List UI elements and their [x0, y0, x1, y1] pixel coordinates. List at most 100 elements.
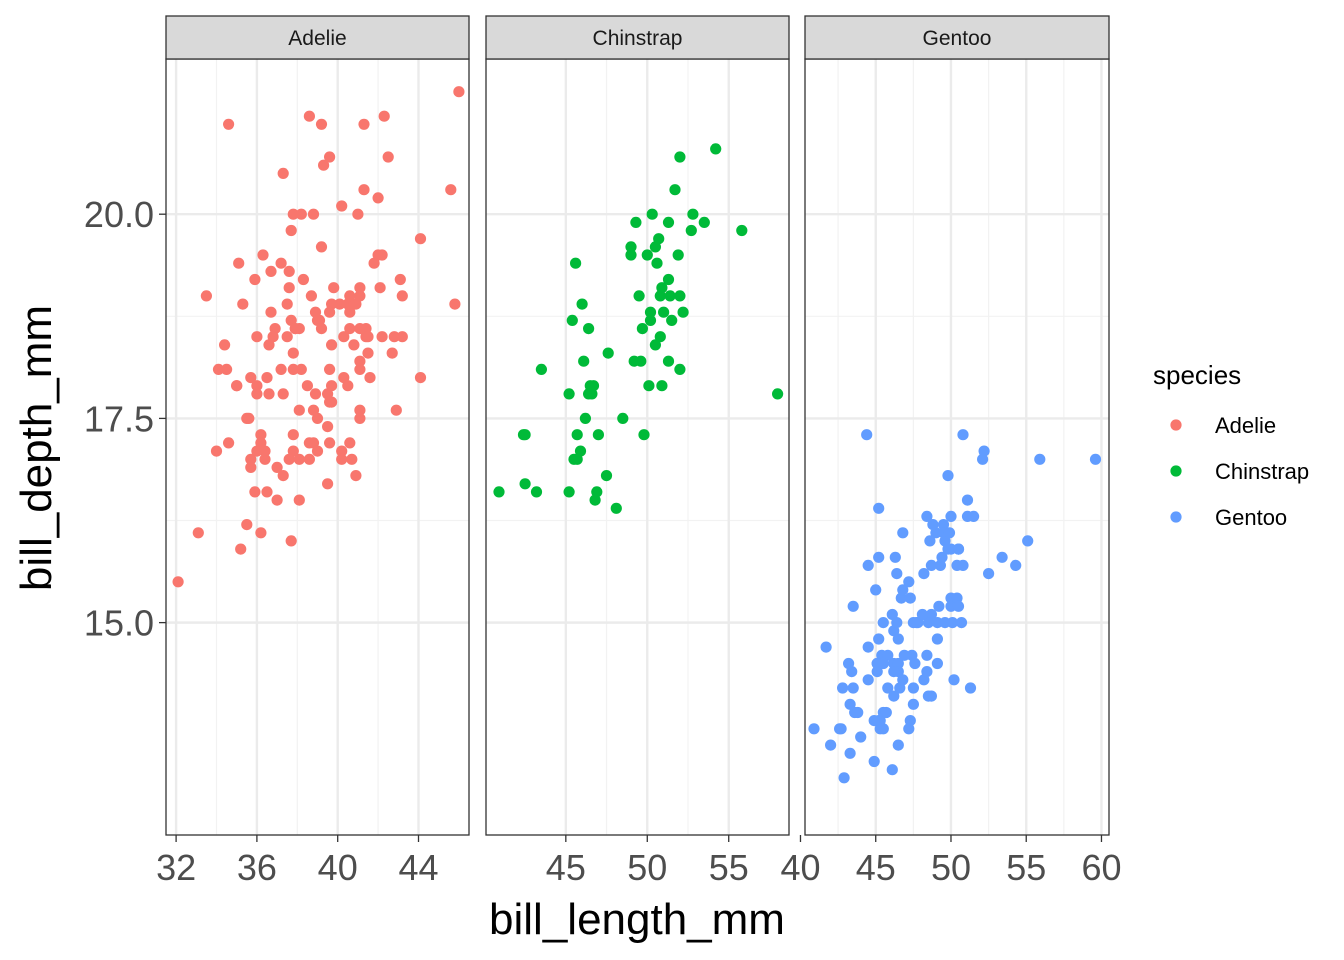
data-point: [530, 486, 543, 498]
data-point: [378, 110, 390, 122]
data-point: [382, 151, 394, 163]
data-point: [877, 657, 889, 670]
data-point: [886, 764, 898, 776]
data-point: [255, 429, 267, 441]
data-point: [285, 224, 297, 237]
data-point: [666, 314, 678, 326]
data-point: [324, 151, 336, 163]
data-point: [326, 396, 338, 408]
strip-label-chinstrap: Chinstrap: [593, 27, 683, 50]
data-point: [862, 674, 874, 686]
data-point: [837, 682, 849, 694]
data-point: [358, 184, 370, 196]
data-point: [968, 510, 980, 522]
data-point: [251, 331, 263, 343]
data-point: [566, 314, 578, 326]
data-point: [687, 208, 699, 220]
data-point: [891, 568, 903, 580]
data-point: [445, 184, 457, 196]
panel-background: [805, 59, 1109, 835]
data-point: [868, 715, 880, 727]
data-point: [245, 372, 257, 384]
data-point: [835, 723, 847, 735]
data-point: [955, 617, 968, 629]
data-point: [589, 494, 601, 506]
x-tick-label: 45: [856, 847, 896, 888]
data-point: [942, 470, 954, 482]
data-point: [303, 453, 315, 465]
data-point: [925, 559, 938, 572]
data-point: [352, 208, 364, 220]
data-point: [571, 453, 583, 465]
data-point: [303, 437, 315, 449]
data-point: [344, 323, 356, 335]
data-point: [303, 110, 315, 122]
x-tick-label: 40: [780, 847, 820, 888]
data-point: [354, 355, 366, 367]
legend: species Adelie Chinstrap Gentoo: [1153, 360, 1309, 530]
data-point: [354, 323, 366, 335]
data-point: [710, 143, 722, 155]
data-point: [219, 339, 231, 351]
data-point: [251, 380, 263, 392]
data-point: [943, 527, 956, 539]
data-point: [957, 429, 969, 441]
data-point: [653, 233, 665, 245]
data-point: [235, 543, 247, 555]
data-point: [625, 249, 637, 261]
y-tick-label: 20.0: [84, 194, 154, 235]
x-axis-title: bill_length_mm: [489, 895, 785, 944]
data-point: [259, 453, 271, 465]
data-point: [374, 282, 386, 294]
data-point: [376, 331, 388, 343]
data-point: [870, 584, 882, 596]
data-point: [576, 298, 588, 310]
data-point: [638, 429, 650, 441]
data-point: [922, 617, 935, 629]
points-gentoo: [808, 429, 1102, 784]
data-point: [922, 690, 935, 702]
data-point: [372, 192, 384, 204]
data-point: [326, 298, 338, 310]
data-point: [662, 355, 675, 367]
data-point: [251, 388, 263, 400]
data-point: [245, 461, 257, 473]
data-point: [649, 339, 662, 351]
data-point: [600, 470, 613, 482]
data-point: [656, 380, 668, 392]
data-point: [672, 249, 684, 261]
data-point: [847, 600, 859, 612]
data-point: [664, 290, 676, 302]
data-point: [241, 519, 253, 531]
data-point: [212, 363, 225, 375]
data-point: [888, 666, 900, 678]
data-point: [261, 372, 273, 384]
data-point: [942, 543, 954, 555]
data-point: [951, 559, 963, 572]
legend-key-gentoo: [1170, 511, 1182, 523]
panel-background: [486, 59, 789, 835]
data-point: [322, 478, 334, 490]
data-point: [263, 339, 275, 351]
data-point: [283, 282, 295, 294]
data-point: [563, 486, 575, 498]
data-point: [964, 682, 977, 694]
data-point: [880, 706, 892, 719]
data-point: [172, 576, 184, 588]
data-point: [249, 273, 261, 286]
data-point: [578, 355, 590, 367]
data-point: [535, 363, 548, 375]
data-point: [519, 429, 531, 441]
data-point: [287, 208, 299, 220]
data-point: [315, 241, 328, 253]
data-point: [281, 298, 293, 310]
data-point: [414, 372, 427, 384]
y-tick-label: 15.0: [84, 603, 154, 644]
y-axis: 15.0 17.5 20.0: [84, 194, 166, 644]
data-point: [641, 249, 653, 261]
data-point: [983, 568, 995, 580]
data-point: [277, 167, 289, 179]
data-point: [903, 576, 915, 588]
data-point: [907, 682, 920, 694]
data-point: [295, 208, 307, 220]
